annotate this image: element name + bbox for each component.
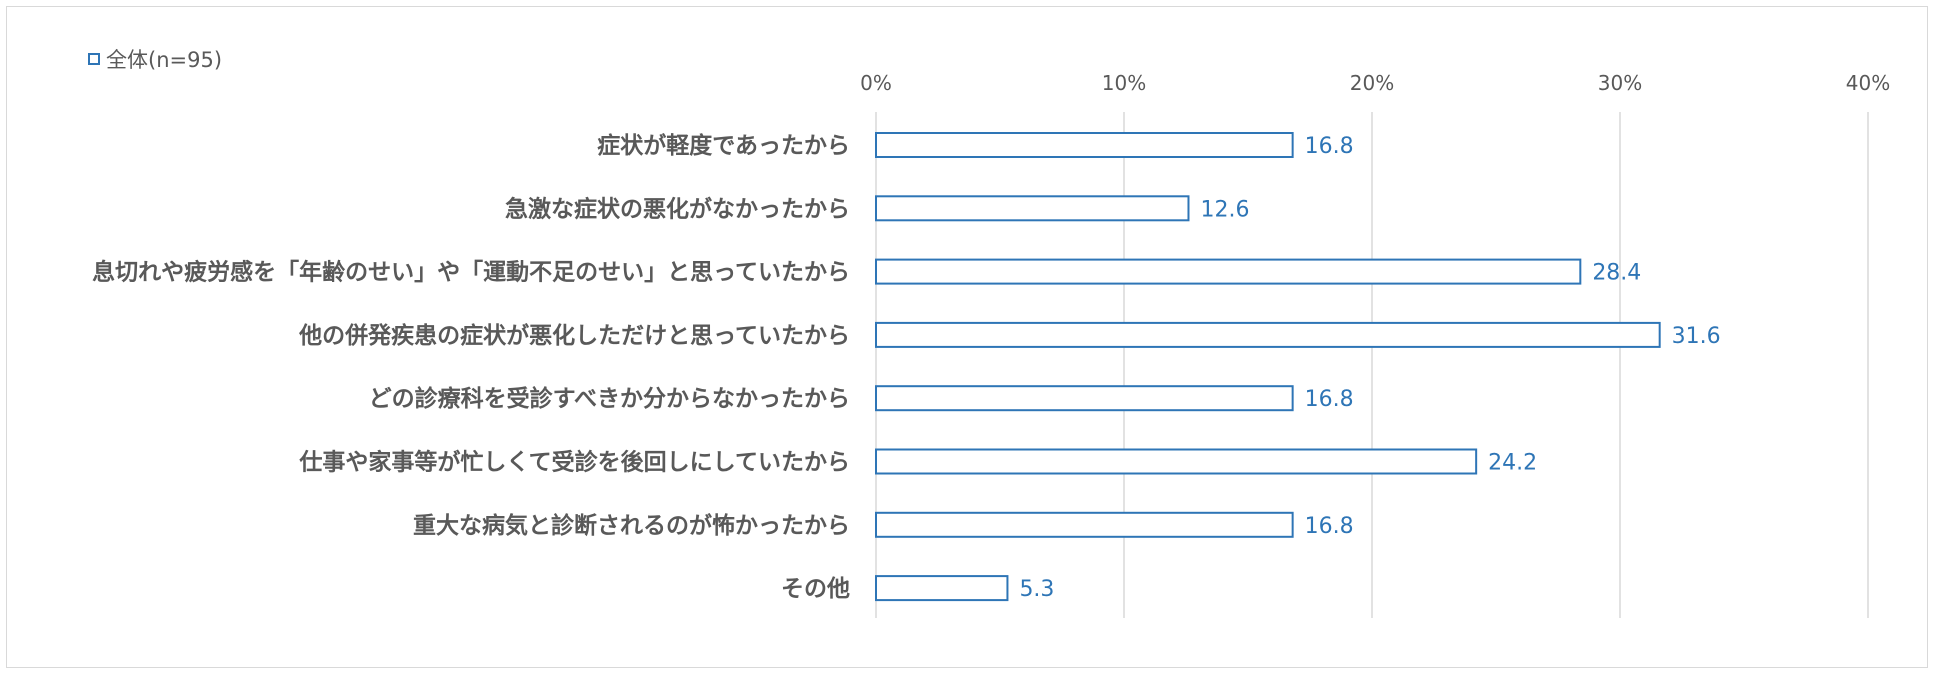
x-tick-label: 40%	[1846, 71, 1890, 95]
category-label: 急激な症状の悪化がなかったから	[505, 195, 850, 222]
data-label: 16.8	[1305, 514, 1354, 539]
bar	[875, 448, 1478, 475]
bar	[875, 575, 1009, 602]
category-label: 重大な病気と診断されるのが怖かったから	[413, 512, 850, 539]
legend-swatch	[88, 53, 100, 65]
data-label: 31.6	[1672, 324, 1721, 349]
bar	[875, 132, 1294, 158]
category-label: 症状が軽度であったから	[597, 132, 850, 159]
category-label: 仕事や家事等が忙しくて受診を後回しにしていたから	[298, 449, 850, 476]
x-tick-label: 10%	[1102, 71, 1146, 95]
data-label: 24.2	[1488, 451, 1537, 476]
legend-label: 全体(n=95)	[106, 48, 223, 72]
x-tick-label: 20%	[1350, 71, 1394, 95]
bar	[875, 195, 1190, 222]
data-label: 12.6	[1200, 197, 1249, 222]
data-label: 16.8	[1305, 387, 1354, 412]
bar	[875, 511, 1294, 538]
category-label: 息切れや疲労感を「年齢のせい」や「運動不足のせい」と思っていたから	[92, 259, 850, 286]
x-tick-label: 30%	[1598, 71, 1642, 95]
bar	[875, 385, 1294, 412]
bar	[875, 321, 1661, 348]
data-label: 28.4	[1592, 261, 1641, 286]
category-label: 他の併発疾患の症状が悪化しただけと思っていたから	[298, 322, 850, 349]
category-label: どの診療科を受診すべきか分からなかったから	[369, 385, 850, 412]
data-label: 16.8	[1305, 134, 1354, 159]
data-label: 5.3	[1019, 577, 1054, 602]
x-tick-label: 0%	[860, 71, 892, 95]
category-label: その他	[781, 576, 850, 602]
legend: 全体(n=95)	[88, 44, 222, 74]
bar	[875, 258, 1582, 285]
